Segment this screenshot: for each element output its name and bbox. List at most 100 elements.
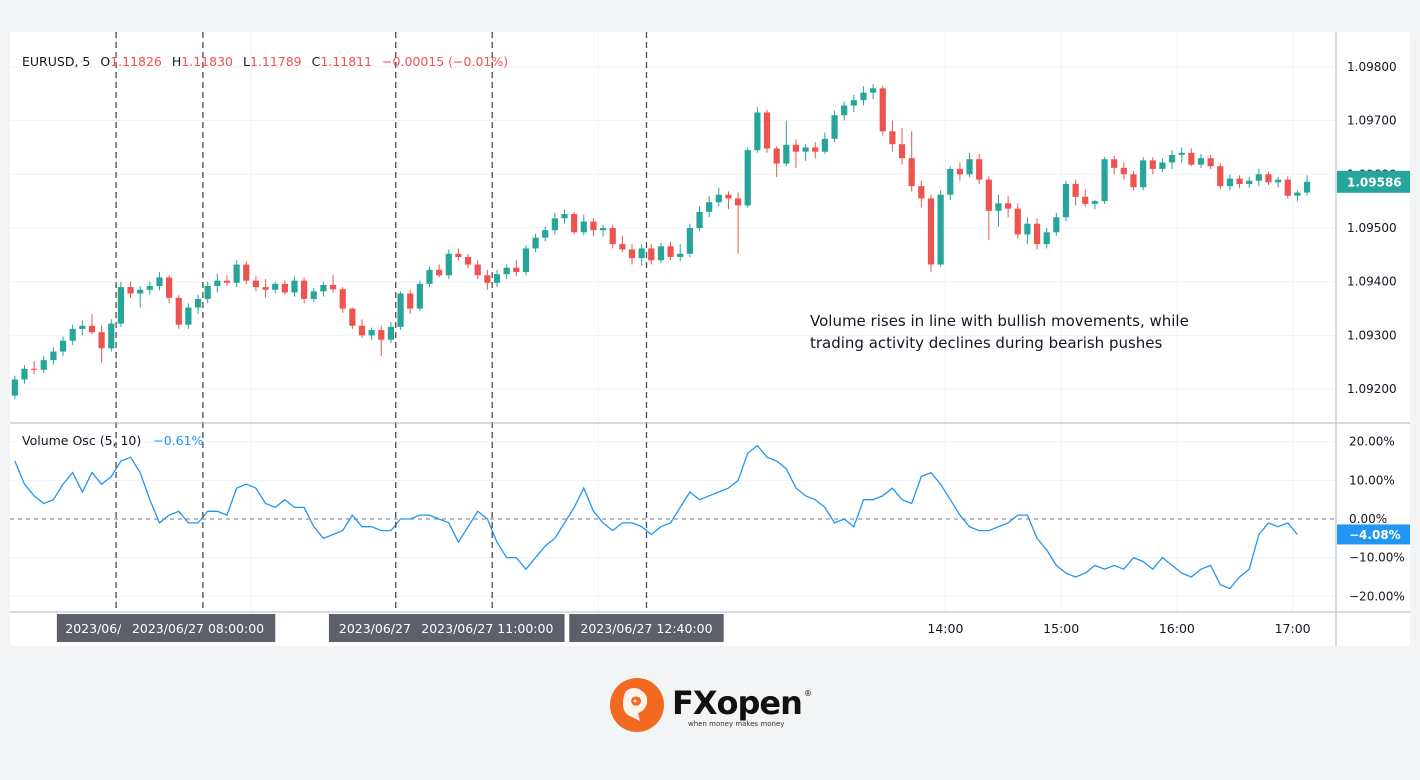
price-tick-label: 1.09400	[1347, 275, 1397, 289]
trading-chart[interactable]: 1.092001.093001.094001.095001.096001.097…	[10, 32, 1410, 646]
candle-body	[484, 275, 491, 283]
candle-body	[88, 325, 96, 333]
change-value: −0.00015 (−0.01%)	[382, 54, 508, 69]
candle-body	[841, 105, 848, 116]
candle	[416, 280, 423, 312]
candle	[638, 244, 645, 266]
candle	[580, 214, 587, 236]
time-tick-label: 14:00	[927, 621, 963, 636]
candle-body	[860, 92, 867, 101]
candle-body	[773, 148, 780, 164]
candle-body	[108, 323, 115, 349]
candle	[455, 248, 462, 261]
candle	[1255, 168, 1262, 187]
candle	[175, 295, 182, 329]
candle	[841, 101, 848, 121]
candle	[995, 194, 1002, 227]
candle	[185, 303, 192, 329]
close-label: C	[312, 54, 321, 69]
crosshair-label-text: 2023/06/27 12:40:00	[580, 621, 712, 636]
candle	[947, 166, 954, 201]
candle	[513, 260, 520, 277]
candle-body	[1178, 152, 1185, 155]
candle-body	[1159, 162, 1166, 169]
candle	[706, 195, 713, 218]
candle-body	[580, 221, 587, 233]
crosshair-label-bg	[120, 614, 276, 642]
candle	[898, 128, 906, 165]
candle-body	[474, 264, 481, 276]
candle	[667, 241, 674, 261]
candle-body	[117, 287, 125, 324]
candle	[194, 294, 202, 314]
candle	[831, 110, 838, 143]
candle	[792, 139, 800, 168]
price-tick-label: 1.09300	[1347, 328, 1397, 342]
candle-body	[696, 211, 703, 228]
candle	[571, 211, 578, 235]
candle-body	[966, 159, 973, 175]
last-price-badge	[1337, 170, 1410, 193]
candle-body	[464, 257, 472, 265]
candle-body	[503, 267, 510, 275]
price-axis[interactable]: 1.092001.093001.094001.095001.096001.097…	[1337, 60, 1410, 396]
candle	[532, 233, 539, 253]
candle-body	[898, 144, 906, 159]
price-tick-label: 1.09800	[1347, 60, 1397, 74]
grid	[10, 32, 1336, 612]
candle-body	[667, 246, 674, 258]
candle-body	[185, 307, 192, 325]
oscillator-current-value: −0.61%	[153, 433, 203, 448]
candle-body	[648, 248, 655, 261]
candle-body	[1275, 179, 1282, 183]
candle	[436, 264, 443, 278]
candle-body	[734, 198, 742, 206]
candle-body	[715, 194, 722, 203]
candle	[31, 361, 38, 375]
candle	[976, 153, 983, 184]
open-label: O	[100, 54, 110, 69]
candle	[783, 120, 790, 167]
candle	[821, 132, 828, 154]
candle-body	[1284, 179, 1291, 196]
time-tick-label: 17:00	[1275, 621, 1311, 636]
candle-body	[927, 198, 935, 265]
crosshair-time-label: 2023/06/27 08:00:00	[120, 614, 276, 642]
candle	[137, 286, 144, 308]
candle-body	[1024, 223, 1031, 235]
candle-body	[233, 264, 240, 283]
candle	[329, 275, 337, 293]
candle	[156, 272, 163, 291]
candle-body	[985, 179, 992, 211]
candle	[21, 364, 28, 384]
candle-body	[754, 112, 761, 151]
candle	[11, 375, 18, 399]
candle	[301, 277, 308, 304]
oscillator-last-label: −4.08%	[1349, 528, 1401, 542]
price-tick-label: 1.09200	[1347, 382, 1397, 396]
candle-body	[137, 289, 144, 294]
time-tick-label: 15:00	[1043, 621, 1079, 636]
candle-body	[127, 287, 134, 294]
candle-body	[416, 283, 423, 309]
candle	[1197, 153, 1205, 168]
candle-body	[609, 228, 616, 245]
candle-body	[976, 159, 983, 180]
oscillator-axis[interactable]: 20.00% 10.00% 0.00% −10.00% −20.00% −4.08%	[1337, 435, 1410, 604]
candle	[378, 325, 385, 356]
candle-body	[320, 284, 327, 292]
candle	[522, 245, 530, 276]
candle	[918, 180, 925, 208]
candlestick-series	[11, 84, 1311, 399]
candle-body	[870, 88, 877, 93]
candle	[1168, 150, 1176, 169]
candle	[1284, 176, 1291, 199]
candle-body	[1005, 203, 1012, 209]
candle-body	[1265, 174, 1272, 183]
candle-body	[1043, 232, 1050, 245]
candle-body	[947, 168, 954, 195]
candle-body	[802, 147, 809, 152]
candle	[889, 120, 896, 152]
